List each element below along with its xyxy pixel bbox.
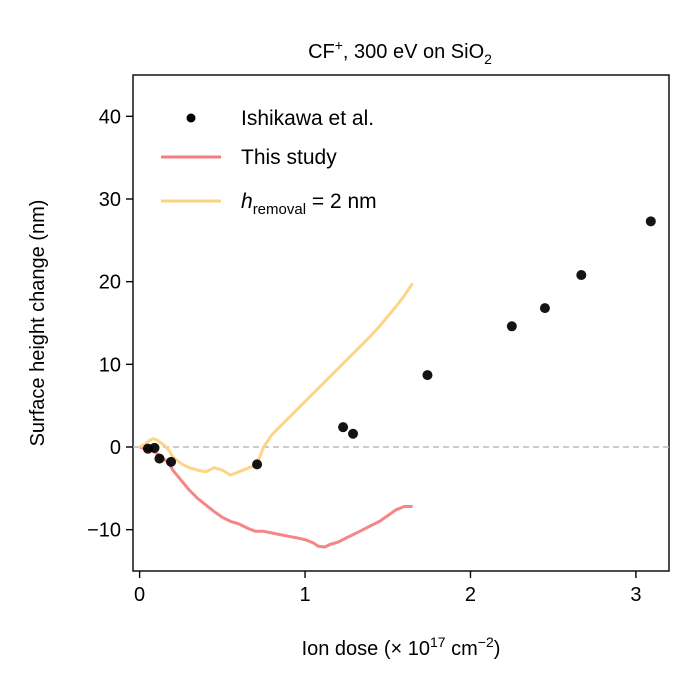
x-tick-label: 0 <box>134 584 145 606</box>
legend-label-this-study: This study <box>241 146 337 169</box>
y-tick-label: −10 <box>87 520 121 542</box>
chart-title: CF+, 300 eV on SiO2 <box>308 37 492 67</box>
y-tick-label: 0 <box>110 437 121 459</box>
plot-area <box>132 74 670 572</box>
x-tick-label: 3 <box>630 584 641 606</box>
x-tick-label: 1 <box>299 584 310 606</box>
data-point-ishikawa <box>252 459 263 470</box>
y-axis-label: Surface height change (nm) <box>27 200 49 447</box>
y-tick-label: 10 <box>99 354 121 376</box>
legend: Ishikawa et al. This study hremoval = 2 … <box>161 107 377 218</box>
data-point-ishikawa <box>348 428 359 439</box>
y-tick-label: 20 <box>99 272 121 294</box>
data-point-ishikawa <box>154 453 165 464</box>
data-point-ishikawa <box>506 321 517 332</box>
axis-ticks-layer: 0 1 2 3 −10 0 10 20 30 40 <box>87 106 641 606</box>
data-point-ishikawa <box>539 303 550 314</box>
data-point-ishikawa <box>149 442 160 453</box>
data-point-ishikawa <box>576 270 587 281</box>
x-axis-label: Ion dose (× 1017 cm−2) <box>302 634 501 660</box>
data-point-ishikawa <box>166 456 177 467</box>
data-point-ishikawa <box>645 216 656 227</box>
legend-label-h-removal: hremoval = 2 nm <box>241 190 377 218</box>
legend-marker-ishikawa <box>186 113 196 123</box>
scatter-points-layer <box>142 216 656 470</box>
x-tick-label: 2 <box>465 584 476 606</box>
data-point-ishikawa <box>338 422 349 433</box>
y-tick-label: 30 <box>99 189 121 211</box>
series-line-h-removal-2-nm <box>138 282 414 477</box>
legend-label-ishikawa: Ishikawa et al. <box>241 107 374 130</box>
data-point-ishikawa <box>422 370 433 381</box>
y-tick-label: 40 <box>99 106 121 128</box>
